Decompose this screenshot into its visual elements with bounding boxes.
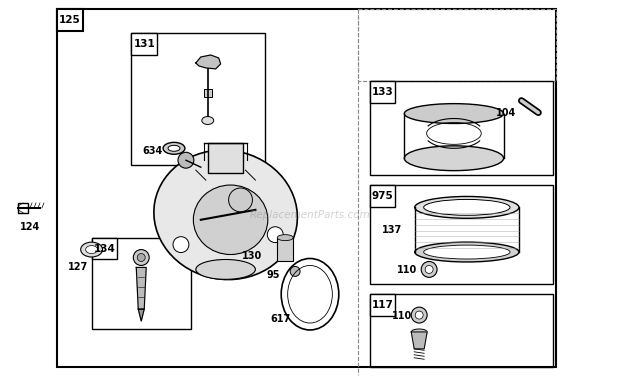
Bar (370, 81, 396, 103)
Bar (370, 81, 553, 175)
Circle shape (421, 261, 437, 277)
Bar (131, 33, 157, 55)
Ellipse shape (196, 260, 255, 279)
Circle shape (137, 253, 145, 261)
Text: 134: 134 (94, 244, 115, 253)
Ellipse shape (423, 200, 510, 215)
Text: 634: 634 (143, 146, 163, 156)
Ellipse shape (411, 329, 427, 335)
Text: 131: 131 (133, 39, 155, 49)
Bar (131, 33, 265, 165)
Bar (277, 238, 293, 261)
Ellipse shape (154, 150, 298, 280)
Polygon shape (138, 309, 144, 321)
Text: 133: 133 (371, 87, 393, 97)
Ellipse shape (415, 242, 519, 262)
Ellipse shape (86, 245, 97, 253)
Polygon shape (136, 268, 146, 309)
Ellipse shape (163, 142, 185, 154)
Bar (18, 203, 28, 213)
Circle shape (425, 266, 433, 273)
Bar (92, 238, 191, 329)
Text: 95: 95 (267, 271, 280, 280)
Ellipse shape (415, 196, 519, 218)
Text: 127: 127 (68, 263, 88, 272)
Ellipse shape (202, 117, 214, 125)
Circle shape (267, 227, 283, 242)
Bar (57, 10, 556, 367)
Ellipse shape (277, 235, 293, 241)
Bar (57, 10, 82, 31)
Ellipse shape (404, 146, 503, 171)
Bar (370, 294, 553, 367)
Ellipse shape (168, 145, 180, 151)
Bar (370, 294, 396, 316)
Text: 125: 125 (59, 15, 81, 25)
Text: 130: 130 (242, 250, 262, 261)
Circle shape (173, 237, 189, 253)
Text: 617: 617 (270, 314, 290, 324)
Text: ReplacementParts.com: ReplacementParts.com (250, 210, 370, 220)
Bar (370, 185, 396, 207)
Bar (92, 238, 117, 260)
Circle shape (178, 152, 194, 168)
Text: 137: 137 (383, 225, 402, 235)
Polygon shape (411, 332, 427, 349)
Text: 117: 117 (371, 300, 394, 310)
Circle shape (229, 188, 252, 212)
Text: 110: 110 (397, 265, 417, 276)
Text: 110: 110 (392, 311, 412, 321)
Text: 124: 124 (20, 222, 40, 232)
Circle shape (133, 250, 149, 266)
Circle shape (411, 307, 427, 323)
Bar (370, 185, 553, 284)
Circle shape (290, 266, 300, 276)
Ellipse shape (423, 245, 510, 259)
Bar (358, 10, 556, 81)
Ellipse shape (193, 185, 268, 255)
Bar (208, 143, 244, 173)
Polygon shape (196, 55, 221, 69)
Text: 975: 975 (371, 191, 393, 201)
Ellipse shape (81, 242, 102, 257)
Ellipse shape (404, 104, 503, 124)
Circle shape (415, 311, 423, 319)
Bar (204, 89, 211, 97)
Text: 104: 104 (496, 108, 516, 117)
